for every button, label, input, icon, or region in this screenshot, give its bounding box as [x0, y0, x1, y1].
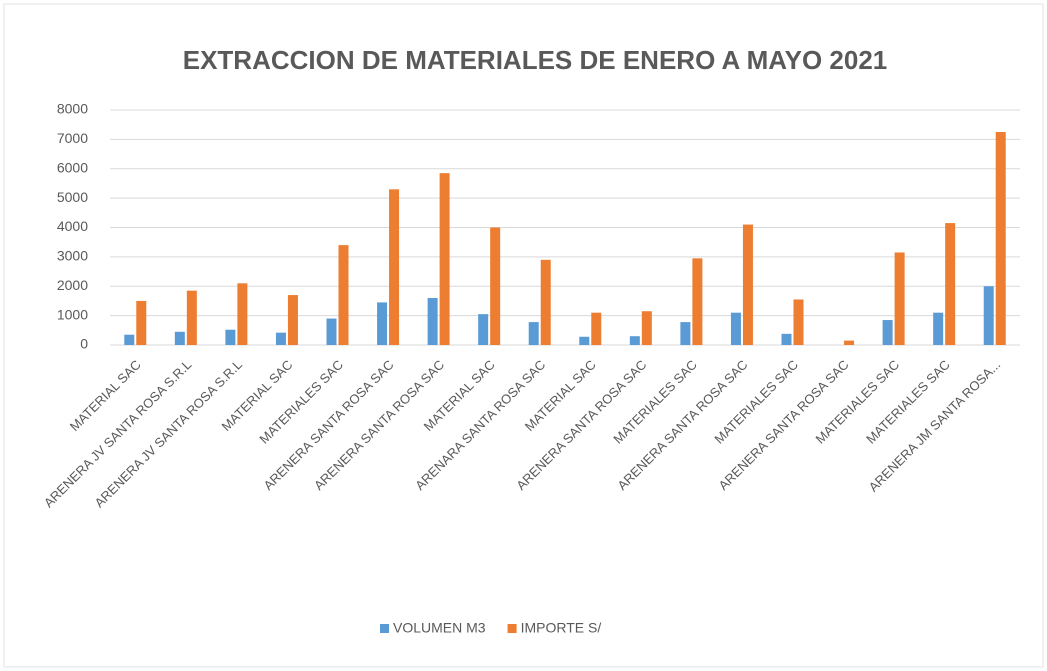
bar [945, 223, 956, 345]
bar [528, 322, 539, 345]
y-tick-label: 8000 [57, 101, 88, 117]
bar [579, 336, 590, 345]
bar [742, 224, 753, 345]
bar [377, 302, 388, 345]
y-tick-label: 1000 [57, 306, 88, 322]
bar [490, 227, 501, 345]
bar [680, 322, 691, 345]
bar [237, 283, 248, 345]
bar [629, 336, 640, 345]
bar [326, 318, 337, 345]
bar [995, 132, 1006, 345]
y-tick-label: 2000 [57, 277, 88, 293]
legend-swatch [507, 624, 517, 633]
bar [389, 189, 400, 345]
bar [844, 340, 855, 345]
y-tick-label: 5000 [57, 189, 88, 205]
y-tick-label: 4000 [57, 218, 88, 234]
y-tick-label: 6000 [57, 159, 88, 175]
bar [287, 295, 298, 345]
legend-label: VOLUMEN M3 [393, 620, 486, 636]
bar [136, 300, 147, 345]
bar [692, 258, 703, 345]
bar [983, 286, 994, 345]
bar [540, 259, 551, 345]
bar [781, 333, 792, 345]
y-tick-label: 3000 [57, 248, 88, 264]
bar [186, 290, 197, 345]
chart-title: EXTRACCION DE MATERIALES DE ENERO A MAYO… [183, 45, 888, 75]
bar [894, 252, 905, 345]
legend-label: IMPORTE S/ [521, 620, 602, 636]
bar [174, 331, 185, 345]
bar [439, 173, 450, 345]
bar [275, 332, 286, 345]
bar [338, 245, 349, 345]
bar [793, 299, 804, 345]
bar [591, 312, 602, 345]
bar [478, 314, 489, 345]
legend-swatch [380, 624, 389, 633]
y-tick-label: 0 [80, 336, 88, 352]
bar [882, 320, 893, 345]
bar [427, 298, 438, 345]
bar [225, 329, 236, 345]
bar [641, 311, 652, 345]
bar [730, 312, 741, 345]
bar [124, 334, 135, 345]
y-tick-label: 7000 [57, 130, 88, 146]
bar [933, 312, 944, 345]
